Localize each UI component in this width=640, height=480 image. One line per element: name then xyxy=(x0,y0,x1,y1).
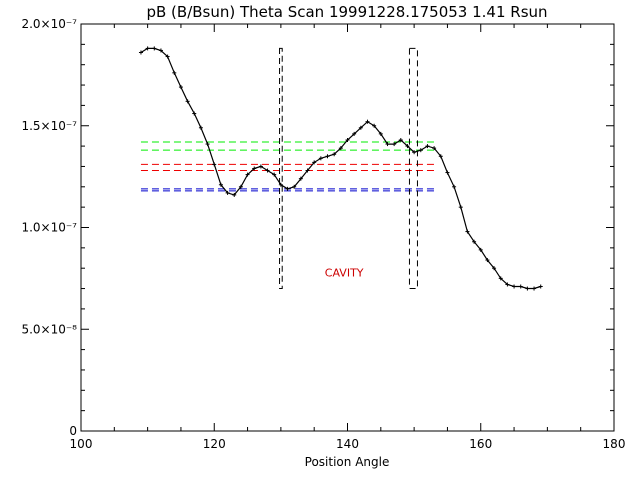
chart-title: pB (B/Bsun) Theta Scan 19991228.175053 1… xyxy=(146,3,547,21)
x-axis-ticks: 100 120 140 160 180 xyxy=(70,24,626,451)
reference-lines xyxy=(140,141,435,192)
x-tick-label: 120 xyxy=(203,437,226,451)
data-series xyxy=(138,46,543,291)
highlight-box xyxy=(279,47,283,290)
y-tick-label: 5.0×10⁻⁸ xyxy=(21,322,77,336)
x-tick-label: 140 xyxy=(336,437,359,451)
highlight-box xyxy=(408,47,418,290)
annotations: CAVITY xyxy=(325,266,364,279)
y-tick-label: 1.5×10⁻⁷ xyxy=(21,119,77,133)
x-tick-label: 100 xyxy=(70,437,93,451)
highlight-boxes xyxy=(279,47,418,290)
x-tick-label: 160 xyxy=(469,437,492,451)
x-axis-title: Position Angle xyxy=(305,455,390,469)
x-tick-label: 180 xyxy=(603,437,626,451)
y-tick-label: 1.0×10⁻⁷ xyxy=(21,221,77,235)
cavity-label: CAVITY xyxy=(325,266,364,279)
plot-frame xyxy=(80,23,615,432)
y-axis-ticks: 0 5.0×10⁻⁸ 1.0×10⁻⁷ 1.5×10⁻⁷ 2.0×10⁻⁷ xyxy=(21,17,614,438)
y-tick-label: 2.0×10⁻⁷ xyxy=(21,17,77,31)
series-line xyxy=(140,47,541,290)
y-tick-label: 0 xyxy=(69,424,77,438)
